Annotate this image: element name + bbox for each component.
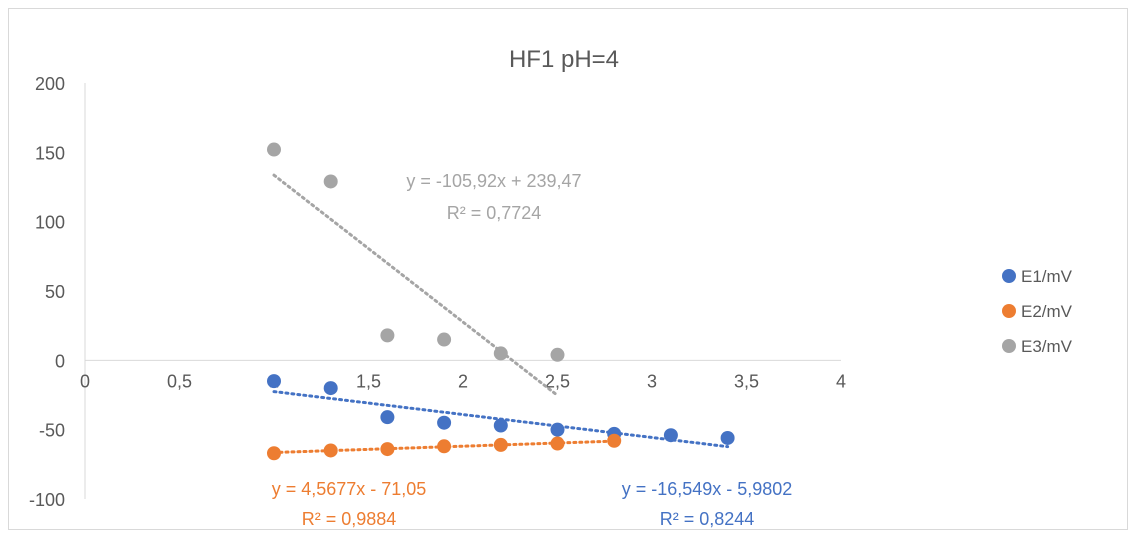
legend-marker-e3 [1002,339,1016,353]
trendline-equation-e1: y = -16,549x - 5,9802 [622,479,793,499]
data-point-e1-mv[interactable] [550,422,565,437]
x-tick-label: 0 [80,371,90,391]
legend-label-e1: E1/mV [1021,267,1073,286]
data-point-e1-mv[interactable] [720,430,735,445]
data-point-e3-mv[interactable] [380,328,395,343]
data-point-e1-mv[interactable] [267,374,281,389]
y-tick-label: 200 [35,74,65,94]
x-tick-label: 3,5 [734,371,759,391]
data-points [267,142,735,461]
data-point-e1-mv[interactable] [493,418,508,433]
trendline-r2-e3: R² = 0,7724 [447,203,542,223]
scatter-chart: HF1 pH=4 -100-5005010015020000,511,522,5… [29,46,1073,529]
y-tick-label: 50 [45,282,65,302]
data-point-e2-mv[interactable] [380,442,395,457]
data-point-e3-mv[interactable] [267,142,281,157]
data-point-e2-mv[interactable] [267,446,281,461]
trendline-labels: y = -105,92x + 239,47 R² = 0,7724 y = 4,… [272,171,793,529]
data-point-e2-mv[interactable] [437,439,452,454]
trendline-e3-mv [272,173,559,397]
y-tick-label: 100 [35,213,65,233]
trendline-equation-e3: y = -105,92x + 239,47 [406,171,581,191]
data-point-e2-mv[interactable] [493,437,508,452]
trendline-equation-e2: y = 4,5677x - 71,05 [272,479,427,499]
x-tick-label: 2 [458,371,468,391]
chart-frame: HF1 pH=4 -100-5005010015020000,511,522,5… [8,8,1128,530]
legend-item-e2[interactable]: E2/mV [1002,302,1073,321]
legend-marker-e2 [1002,304,1016,318]
data-point-e3-mv[interactable] [493,346,508,361]
trendline-r2-e2: R² = 0,9884 [302,509,397,529]
legend-label-e3: E3/mV [1021,337,1073,356]
data-point-e1-mv[interactable] [437,415,452,430]
y-tick-label: -50 [39,421,65,441]
trendline-r2-e1: R² = 0,8244 [660,509,755,529]
y-tick-label: 150 [35,143,65,163]
data-point-e1-mv[interactable] [380,410,395,425]
legend-label-e2: E2/mV [1021,302,1073,321]
x-tick-label: 1,5 [356,371,381,391]
data-point-e3-mv[interactable] [550,347,565,362]
data-point-e1-mv[interactable] [663,428,678,443]
data-point-e3-mv[interactable] [323,174,338,189]
data-point-e2-mv[interactable] [550,436,565,451]
x-tick-label: 4 [836,371,846,391]
y-tick-label: -100 [29,490,65,510]
chart-title: HF1 pH=4 [509,46,619,73]
data-point-e2-mv[interactable] [607,433,622,448]
x-tick-label: 2,5 [545,371,570,391]
x-tick-label: 0,5 [167,371,192,391]
data-point-e2-mv[interactable] [323,443,338,458]
legend: E1/mV E2/mV E3/mV [1002,267,1073,356]
legend-marker-e1 [1002,269,1016,283]
data-point-e1-mv[interactable] [323,381,338,396]
data-point-e3-mv[interactable] [437,332,452,347]
legend-item-e3[interactable]: E3/mV [1002,337,1073,356]
y-tick-label: 0 [55,351,65,371]
legend-item-e1[interactable]: E1/mV [1002,267,1073,286]
x-tick-label: 3 [647,371,657,391]
